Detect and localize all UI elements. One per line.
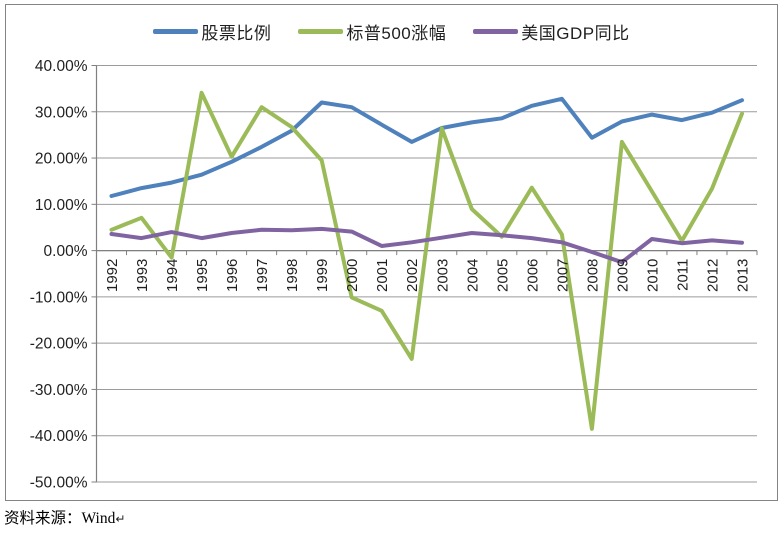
- legend-label-sp500-change: 标普500涨幅: [346, 24, 447, 43]
- x-axis-labels: 1992 1993 1994 1995 1996 1997 1998 1999 2000 2001…: [104, 259, 751, 292]
- source-caption-text: 资料来源：Wind: [4, 510, 116, 527]
- legend-label-stock-ratio: 股票比例: [201, 24, 272, 43]
- x-axis-label: 2011: [674, 259, 691, 291]
- chart-legend: 股票比例 标普500涨幅 美国GDP同比: [6, 19, 777, 44]
- chart-frame: 股票比例 标普500涨幅 美国GDP同比 40.00% 30.00% 20.00% 1…: [5, 4, 778, 501]
- x-axis-label: 2009: [614, 259, 631, 292]
- legend-swatch-sp500-change: [298, 29, 344, 34]
- y-axis-labels: 40.00% 30.00% 20.00% 10.00% 0.00% -10.00% -20.…: [30, 58, 88, 492]
- paragraph-return-mark: ↵: [115, 512, 126, 526]
- x-axis-label: 2005: [494, 259, 511, 292]
- x-axis-label: 2010: [644, 259, 661, 292]
- series-line-stock-ratio: [109, 96, 744, 198]
- y-axis-label: -40.00%: [30, 428, 88, 445]
- y-axis-label: -30.00%: [30, 382, 88, 399]
- x-axis-label: 1995: [194, 259, 211, 292]
- plot-area: 40.00% 30.00% 20.00% 10.00% 0.00% -10.00% -20.…: [30, 58, 758, 492]
- x-axis-label: 1998: [284, 259, 301, 292]
- x-axis-label: 2004: [464, 259, 481, 292]
- legend-swatch-stock-ratio: [153, 29, 199, 34]
- y-axis-label: 20.00%: [35, 151, 88, 168]
- source-caption: 资料来源：Wind↵: [4, 506, 125, 528]
- x-axis-label: 2002: [404, 259, 421, 292]
- x-axis-label: 2000: [344, 259, 361, 292]
- y-axis-label: 0.00%: [44, 243, 88, 260]
- x-axis-label: 1992: [104, 259, 121, 292]
- legend-label-us-gdp-yoy: 美国GDP同比: [521, 24, 630, 43]
- x-axis-label: 2012: [704, 259, 721, 292]
- x-axis-label: 1997: [254, 259, 271, 292]
- x-axis-label: 1993: [134, 259, 151, 292]
- y-axis-label: 10.00%: [35, 197, 88, 214]
- x-axis-label: 1999: [314, 259, 331, 292]
- y-axis-label: 40.00%: [35, 58, 88, 75]
- y-axis-label: -20.00%: [30, 336, 88, 353]
- y-axis-label: 30.00%: [35, 104, 88, 121]
- y-axis-label: -10.00%: [30, 289, 88, 306]
- x-axis-label: 2008: [584, 259, 601, 292]
- legend-item-us-gdp-yoy: 美国GDP同比: [473, 19, 629, 44]
- legend-item-sp500-change: 标普500涨幅: [298, 19, 446, 44]
- y-axis-label: -50.00%: [30, 475, 88, 492]
- x-axis-ticks: [96, 250, 758, 256]
- x-axis-label: 2003: [434, 259, 451, 292]
- x-axis-label: 1996: [224, 259, 241, 292]
- gridlines: [91, 65, 757, 483]
- x-axis-label: 2001: [374, 259, 391, 292]
- x-axis-label: 2007: [554, 259, 571, 292]
- legend-item-stock-ratio: 股票比例: [153, 19, 271, 44]
- x-axis-label: 2013: [734, 259, 751, 292]
- series-line-us-gdp-yoy: [109, 226, 744, 265]
- x-axis-label: 2006: [524, 259, 541, 292]
- x-axis-label: 1994: [164, 259, 181, 292]
- series-line-sp500-change: [109, 90, 744, 431]
- legend-swatch-us-gdp-yoy: [473, 29, 519, 34]
